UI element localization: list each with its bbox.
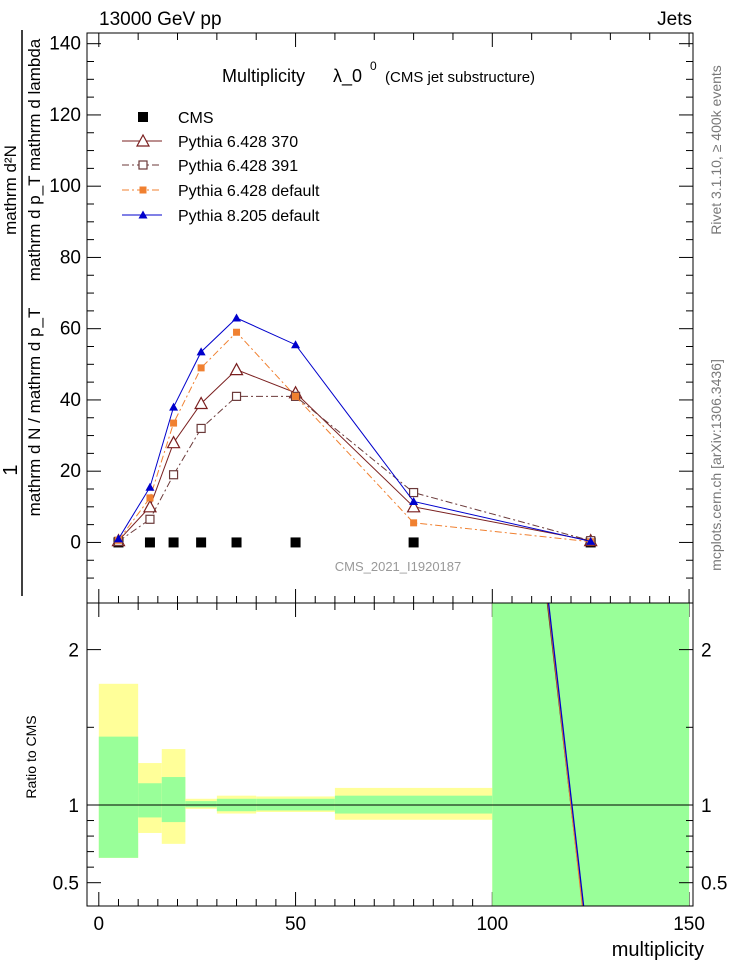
data-point	[145, 482, 155, 491]
ratio-band-green	[492, 603, 690, 906]
main-plot-area: 0 20 40 60 80 100 120 140	[49, 33, 693, 603]
data-point	[586, 536, 596, 545]
series-line	[118, 395, 591, 542]
ratio-y-label: Ratio to CMS	[23, 715, 39, 798]
ratio-band-green	[185, 801, 217, 808]
y-label-denominator-2: mathrm d p_T mathrm d lambda	[25, 38, 44, 281]
legend-marker	[138, 112, 148, 122]
legend-label: Pythia 6.428 391	[178, 158, 298, 175]
legend-label: Pythia 8.205 default	[178, 208, 320, 225]
ratio-band-green	[161, 777, 186, 823]
data-point	[410, 519, 418, 527]
data-point	[409, 487, 419, 498]
y-label-one: 1	[0, 464, 22, 475]
mcplots-label: mcplots.cern.ch [arXiv:1306.3436]	[708, 359, 724, 571]
legend-label: Pythia 6.428 default	[178, 183, 320, 200]
ratio-y-tick-label-right: 1	[701, 796, 712, 817]
x-tick-label: 50	[285, 914, 306, 935]
data-point	[145, 514, 155, 524]
data-point	[170, 419, 178, 427]
series-line	[118, 317, 591, 542]
plot-title: Multiplicity λ_0 0 (CMS jet substructure…	[222, 59, 535, 87]
legend-label: CMS	[178, 110, 214, 127]
ratio-y-tick-label-right: 0.5	[701, 874, 727, 895]
data-point	[409, 496, 419, 505]
ratio-line	[547, 602, 585, 907]
x-tick-label: 100	[476, 914, 508, 935]
y-tick-label: 0	[70, 532, 81, 553]
data-point	[292, 392, 300, 400]
data-point	[197, 364, 205, 372]
ratio-y-tick-label: 2	[68, 641, 79, 662]
title-text: Multiplicity	[222, 66, 305, 86]
y-tick-label: 20	[60, 461, 81, 482]
ratio-band-green	[138, 783, 162, 818]
data-point	[113, 534, 123, 543]
data-point	[196, 347, 206, 356]
data-point	[291, 340, 301, 349]
x-tick-label: 150	[673, 914, 705, 935]
y-tick-label: 120	[49, 105, 81, 126]
title-suffix: (CMS jet substructure)	[385, 69, 535, 86]
ratio-frame-overlay	[86, 602, 694, 907]
legend-marker	[138, 160, 148, 170]
data-point	[168, 470, 179, 480]
y-label-numerator-2: mathrm d²N	[1, 145, 20, 235]
data-point	[229, 362, 244, 376]
x-axis-label: multiplicity	[612, 939, 704, 961]
analysis-watermark: CMS_2021_I1920187	[335, 559, 462, 574]
ratio-plot-area: 0.5 0.5 1 1 2 2 0 50 100 150	[53, 602, 727, 935]
data-point	[146, 494, 154, 502]
data-point	[290, 537, 301, 548]
data-point	[233, 328, 241, 336]
data-point	[231, 537, 242, 548]
header-right: Jets	[657, 9, 692, 30]
y-axis-label: 1 mathrm d N / mathrm d p_T mathrm d²N m…	[0, 30, 44, 596]
legend: CMS Pythia 6.428 370 Pythia 6.428 391 Pythi…	[122, 110, 320, 225]
title-lambda: λ_0	[333, 66, 362, 87]
y-tick-label: 60	[60, 319, 81, 340]
data-point	[169, 402, 179, 411]
ratio-y-tick-label-right: 2	[701, 641, 712, 662]
legend-label: Pythia 6.428 370	[178, 134, 298, 151]
ratio-y-tick-label: 1	[68, 796, 79, 817]
ratio-y-tick-label: 0.5	[53, 874, 79, 895]
data-point	[406, 499, 421, 513]
data-point	[166, 435, 181, 449]
y-tick-label: 140	[49, 34, 81, 55]
series-line	[118, 331, 591, 543]
data-point	[232, 313, 242, 322]
data-point	[196, 423, 206, 434]
data-point	[196, 537, 207, 548]
y-tick-label: 40	[60, 390, 81, 411]
data-point	[194, 396, 209, 410]
y-label-denominator: mathrm d N / mathrm d p_T	[25, 308, 44, 517]
legend-marker	[138, 210, 148, 219]
header-left: 13000 GeV pp	[99, 9, 222, 30]
data-point	[168, 537, 179, 548]
legend-marker	[139, 186, 147, 194]
x-tick-label: 0	[94, 914, 105, 935]
legend-marker	[135, 133, 151, 147]
data-point	[144, 537, 155, 548]
y-tick-label: 100	[49, 176, 81, 197]
title-superscript: 0	[370, 59, 377, 73]
data-point	[231, 391, 242, 401]
rivet-version-label: Rivet 3.1.10, ≥ 400k events	[708, 65, 724, 235]
y-tick-label: 80	[60, 247, 81, 268]
data-point	[142, 499, 157, 513]
data-point	[408, 537, 419, 548]
ratio-band-green	[98, 736, 139, 858]
series-line	[118, 369, 591, 542]
